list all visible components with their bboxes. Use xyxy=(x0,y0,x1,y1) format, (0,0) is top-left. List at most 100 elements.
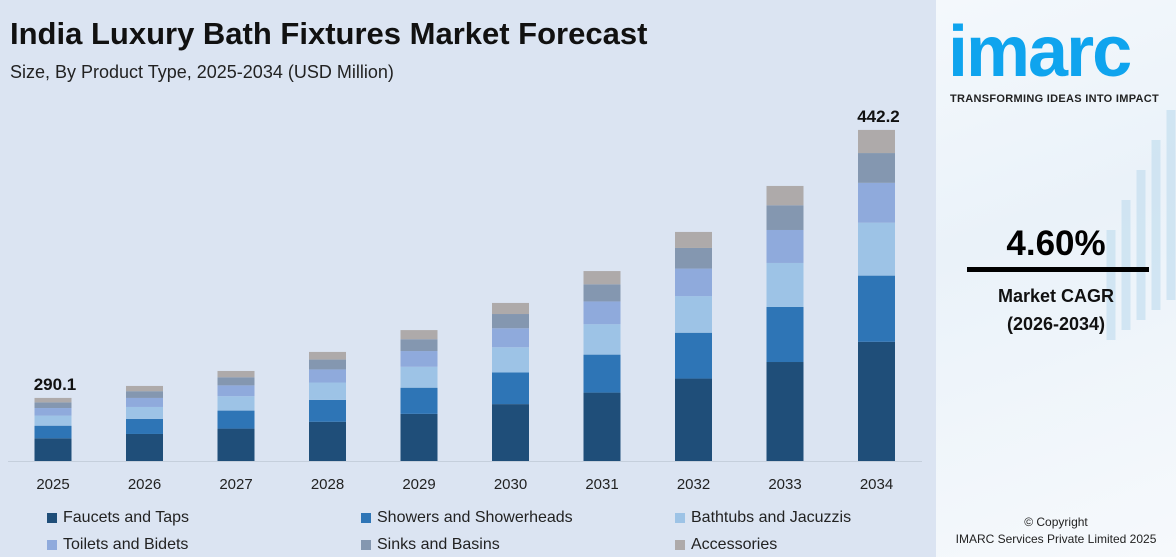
bar-segment-2030-3 xyxy=(492,328,529,348)
bar-segment-2027-4 xyxy=(217,377,255,386)
bar-segment-2025-1 xyxy=(34,425,72,439)
bar-segment-2031-3 xyxy=(583,301,621,325)
bar-segment-2025-0 xyxy=(34,438,72,461)
legend-item: Toilets and Bidets xyxy=(47,535,188,554)
legend-label: Toilets and Bidets xyxy=(63,536,189,553)
legend-item: Showers and Showerheads xyxy=(361,508,573,527)
bar-segment-2027-3 xyxy=(217,385,255,397)
x-tick-label: 2027 xyxy=(219,476,252,493)
cagr-value: 4.60% xyxy=(1006,224,1106,263)
x-tick-label: 2028 xyxy=(311,476,344,493)
bar-segment-2029-1 xyxy=(400,387,438,414)
imarc-logo: imarc xyxy=(948,12,1132,92)
bar-segment-2026-1 xyxy=(126,418,163,434)
legend-swatch xyxy=(675,539,685,550)
bar-segment-2028-5 xyxy=(309,351,346,360)
chart-title: India Luxury Bath Fixtures Market Foreca… xyxy=(10,16,648,51)
bar-segment-2030-1 xyxy=(492,372,529,405)
logo-tagline: TRANSFORMING IDEAS INTO IMPACT xyxy=(950,93,1160,105)
chart-panel: India Luxury Bath Fixtures Market Foreca… xyxy=(8,16,922,554)
bar-segment-2029-2 xyxy=(400,366,438,388)
legend-label: Sinks and Basins xyxy=(377,536,500,553)
stacked-bar-chart: 2025 290.1 2026 2027 2028 2029 2030 2031 2032 203… xyxy=(8,107,922,493)
bar-segment-2033-1 xyxy=(766,306,804,363)
bar-segment-2034-5 xyxy=(858,129,895,154)
bar-segment-2029-5 xyxy=(400,330,438,340)
company-name: IMARC Services Private Limited 2025 xyxy=(955,532,1157,546)
x-tick-label: 2026 xyxy=(128,476,161,493)
bar-segment-2033-2 xyxy=(766,262,804,307)
bar-segment-2027-1 xyxy=(217,410,255,429)
legend-swatch xyxy=(361,539,371,550)
bar-segment-2029-3 xyxy=(400,351,438,367)
bar-segment-2028-1 xyxy=(309,399,346,422)
bar-segment-2027-0 xyxy=(217,428,255,461)
copyright: © Copyright IMARC Services Private Limit… xyxy=(936,514,1176,548)
x-tick-label: 2030 xyxy=(494,476,527,493)
bar-segment-2028-2 xyxy=(309,382,346,400)
legend-swatch xyxy=(47,539,57,550)
bar-segment-2032-5 xyxy=(675,231,712,248)
x-tick-label: 2031 xyxy=(585,476,618,493)
background-chart-decoration xyxy=(1106,110,1176,340)
legend-label: Showers and Showerheads xyxy=(377,509,573,526)
bar-segment-2025-3 xyxy=(34,408,72,416)
legend-label: Accessories xyxy=(691,536,778,553)
legend-swatch xyxy=(47,512,57,523)
bar-segment-2026-4 xyxy=(126,391,163,398)
bar-segment-2029-4 xyxy=(400,339,438,352)
bar-segment-2033-0 xyxy=(766,362,804,461)
bar-segment-2031-4 xyxy=(583,284,621,302)
bar-segment-2027-5 xyxy=(217,370,255,378)
bar-segment-2034-2 xyxy=(858,222,895,276)
bar-segment-2025-2 xyxy=(34,415,72,426)
bar-segment-2030-0 xyxy=(492,404,529,461)
bar-segment-2029-0 xyxy=(400,413,438,461)
bar-segment-2028-3 xyxy=(309,369,346,383)
data-label-2025: 290.1 xyxy=(34,375,77,394)
bar-segment-2027-2 xyxy=(217,396,255,411)
bar-segment-2032-4 xyxy=(675,247,712,269)
cagr-label-text: Market CAGR xyxy=(997,286,1115,306)
bar-segment-2028-0 xyxy=(309,421,346,461)
x-tick-label: 2025 xyxy=(36,476,69,493)
bar-segment-2031-5 xyxy=(583,271,621,285)
bar-segment-2026-5 xyxy=(126,385,163,392)
bar-segment-2034-3 xyxy=(858,182,895,223)
bar-segment-2030-4 xyxy=(492,314,529,329)
bar-segment-2030-5 xyxy=(492,302,529,315)
bar-segment-2031-0 xyxy=(583,392,621,461)
bar-segment-2026-0 xyxy=(126,433,163,461)
divider xyxy=(967,267,1149,272)
bar-segment-2026-2 xyxy=(126,406,163,419)
legend-label: Faucets and Taps xyxy=(63,509,190,526)
legend-swatch xyxy=(675,512,685,523)
bar-segment-2032-2 xyxy=(675,296,712,333)
bar-segment-2025-5 xyxy=(34,397,72,403)
cagr-label: Market CAGR (2026-2034) xyxy=(936,282,1176,338)
bar-segment-2033-3 xyxy=(766,229,804,263)
bar-segment-2034-1 xyxy=(858,275,895,342)
legend-swatch xyxy=(361,512,371,523)
legend-item: Faucets and Taps xyxy=(47,508,189,527)
legend-item: Sinks and Basins xyxy=(361,535,500,554)
x-tick-label: 2033 xyxy=(768,476,801,493)
bar-segment-2032-0 xyxy=(675,378,712,461)
bar-segment-2028-4 xyxy=(309,359,346,370)
legend-item: Accessories xyxy=(675,535,777,554)
bar-segment-2033-4 xyxy=(766,205,804,230)
bar-segment-2034-0 xyxy=(858,341,895,461)
copyright-symbol-text: © Copyright xyxy=(1024,515,1088,529)
bar-segment-2025-4 xyxy=(34,402,72,409)
bar-segment-2031-2 xyxy=(583,324,621,355)
cagr-period: (2026-2034) xyxy=(1006,314,1106,334)
data-label-2034: 442.2 xyxy=(857,107,900,126)
bar-segment-2026-3 xyxy=(126,397,163,407)
x-tick-label: 2029 xyxy=(402,476,435,493)
info-sidebar: imarc TRANSFORMING IDEAS INTO IMPACT 4.6… xyxy=(936,0,1176,557)
legend-label: Bathtubs and Jacuzzis xyxy=(691,509,852,526)
bar-segment-2033-5 xyxy=(766,185,804,206)
x-tick-label: 2032 xyxy=(677,476,710,493)
bar-segment-2032-1 xyxy=(675,332,712,379)
bar-segment-2032-3 xyxy=(675,268,712,297)
